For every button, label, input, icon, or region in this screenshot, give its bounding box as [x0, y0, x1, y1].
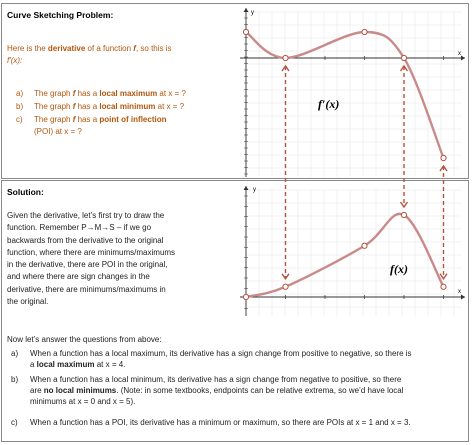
- derivative-x-axis-label: x: [458, 51, 461, 57]
- solution-panel: Solution: Given the derivative, let’s fi…: [1, 180, 469, 442]
- derivative-y-axis-label: y: [251, 10, 254, 16]
- function-axes: [240, 186, 465, 316]
- solution-line: derivative, there are minimums/maximums …: [7, 284, 166, 294]
- function-point: [361, 242, 368, 249]
- derivative-point: [242, 28, 250, 36]
- intro-text-2: of a function: [85, 44, 134, 53]
- intro-f: f: [133, 44, 136, 53]
- answer-c-text: When a function has a POI, its derivativ…: [30, 418, 411, 427]
- question-c-bold: point of inflection: [99, 115, 167, 124]
- question-b-pre: The graph: [34, 102, 73, 111]
- question-c-line2: (POI) at x = ?: [34, 126, 82, 136]
- derivative-point: [400, 54, 408, 62]
- solution-line: the original.: [7, 297, 49, 307]
- connector-arrowhead-down: [399, 201, 409, 209]
- solution-line: Given the derivative, let’s first try to…: [7, 211, 165, 220]
- x-axis-arrowhead: [461, 294, 465, 300]
- intro-derivative-symbol: f′(x):: [7, 56, 23, 66]
- question-b-mid: has a: [75, 102, 100, 111]
- problem-intro: Here is the derivative of a function f, …: [7, 43, 237, 68]
- solution-line: backwards from the derivative to the ori…: [7, 235, 164, 245]
- derivative-grid: [245, 11, 462, 177]
- function-curve: [245, 212, 445, 299]
- solution-explanation: Given the derivative, let’s first try to…: [7, 210, 232, 308]
- answer-a-label: a): [11, 349, 19, 358]
- question-c-mid: has a: [75, 115, 100, 124]
- function-point: [440, 283, 447, 290]
- solution-line: and where there are sign changes in the: [7, 272, 150, 282]
- y-axis-arrowhead: [243, 8, 249, 12]
- connector-arrows: [281, 64, 448, 280]
- question-c-label: c): [16, 115, 23, 124]
- problem-heading: Curve Sketching Problem:: [7, 10, 114, 20]
- function-point: [242, 293, 250, 301]
- function-y-axis-label: y: [253, 187, 256, 193]
- solution-line: in the derivative, there are POI in the …: [7, 260, 168, 270]
- solution-line: function, where there are minimums/maxim…: [7, 247, 176, 257]
- question-b-post: at x = ?: [155, 102, 185, 111]
- derivative-point: [440, 154, 447, 162]
- question-b: b) The graph f has a local minimum at x =…: [16, 101, 184, 113]
- answer-c: c) When a function has a POI, its deriva…: [11, 417, 461, 431]
- answer-b-text: When a function has a local minimum, its…: [30, 375, 404, 407]
- answer-a: a) When a function has a local maximum, …: [11, 348, 461, 372]
- function-point: [400, 211, 408, 219]
- answer-b-label: b): [11, 375, 19, 384]
- question-a-label: a): [16, 89, 24, 98]
- answer-c-label: c): [11, 418, 18, 427]
- function-point: [282, 283, 289, 290]
- question-a: a) The graph f has a local maximum at x =…: [16, 88, 186, 100]
- question-a-post: at x = ?: [157, 89, 186, 98]
- solution-heading: Solution:: [7, 187, 44, 197]
- intro-bold: derivative: [47, 44, 86, 53]
- now-line: Now let’s answer the questions from abov…: [7, 335, 162, 344]
- question-c-f: f: [72, 115, 76, 124]
- question-a-bold: local maximum: [99, 89, 158, 98]
- connector-arrowhead-down: [281, 273, 290, 280]
- connector-arrowhead-up: [281, 64, 290, 72]
- curves: [242, 28, 447, 301]
- function-curve-label: f(x): [390, 262, 408, 276]
- x-axis-arrowhead: [461, 55, 465, 61]
- answer-a-text: When a function has a local maximum, its…: [30, 349, 412, 370]
- question-a-pre: The graph: [34, 89, 73, 98]
- question-b-f: f: [72, 102, 76, 111]
- function-grid: [245, 189, 462, 316]
- derivative-curve-label: f′(x): [318, 97, 339, 111]
- function-x-axis-label: x: [458, 289, 461, 295]
- intro-text-1: Here is the: [7, 44, 48, 53]
- question-b-label: b): [16, 102, 24, 111]
- answer-b: b) When a function has a local minimum, …: [11, 374, 461, 410]
- solution-line: function. Remember P→M→S – if we go: [7, 223, 152, 233]
- intro-text-3: , so this is: [135, 44, 172, 53]
- y-axis-arrowhead: [243, 186, 249, 190]
- question-a-f: f: [72, 89, 76, 98]
- connector-arrowhead-up: [399, 64, 409, 72]
- derivative-point: [282, 54, 289, 62]
- problem-panel: Curve Sketching Problem: Here is the der…: [1, 3, 469, 179]
- connector-arrowhead-up: [439, 164, 448, 172]
- derivative-point: [361, 28, 368, 36]
- question-b-bold: local minimum: [99, 102, 156, 111]
- question-c-pre: The graph: [34, 115, 73, 124]
- question-c: c) The graph f has a point of inflection …: [16, 114, 167, 137]
- question-a-mid: has a: [75, 89, 100, 98]
- connector-arrowhead-down: [439, 273, 448, 280]
